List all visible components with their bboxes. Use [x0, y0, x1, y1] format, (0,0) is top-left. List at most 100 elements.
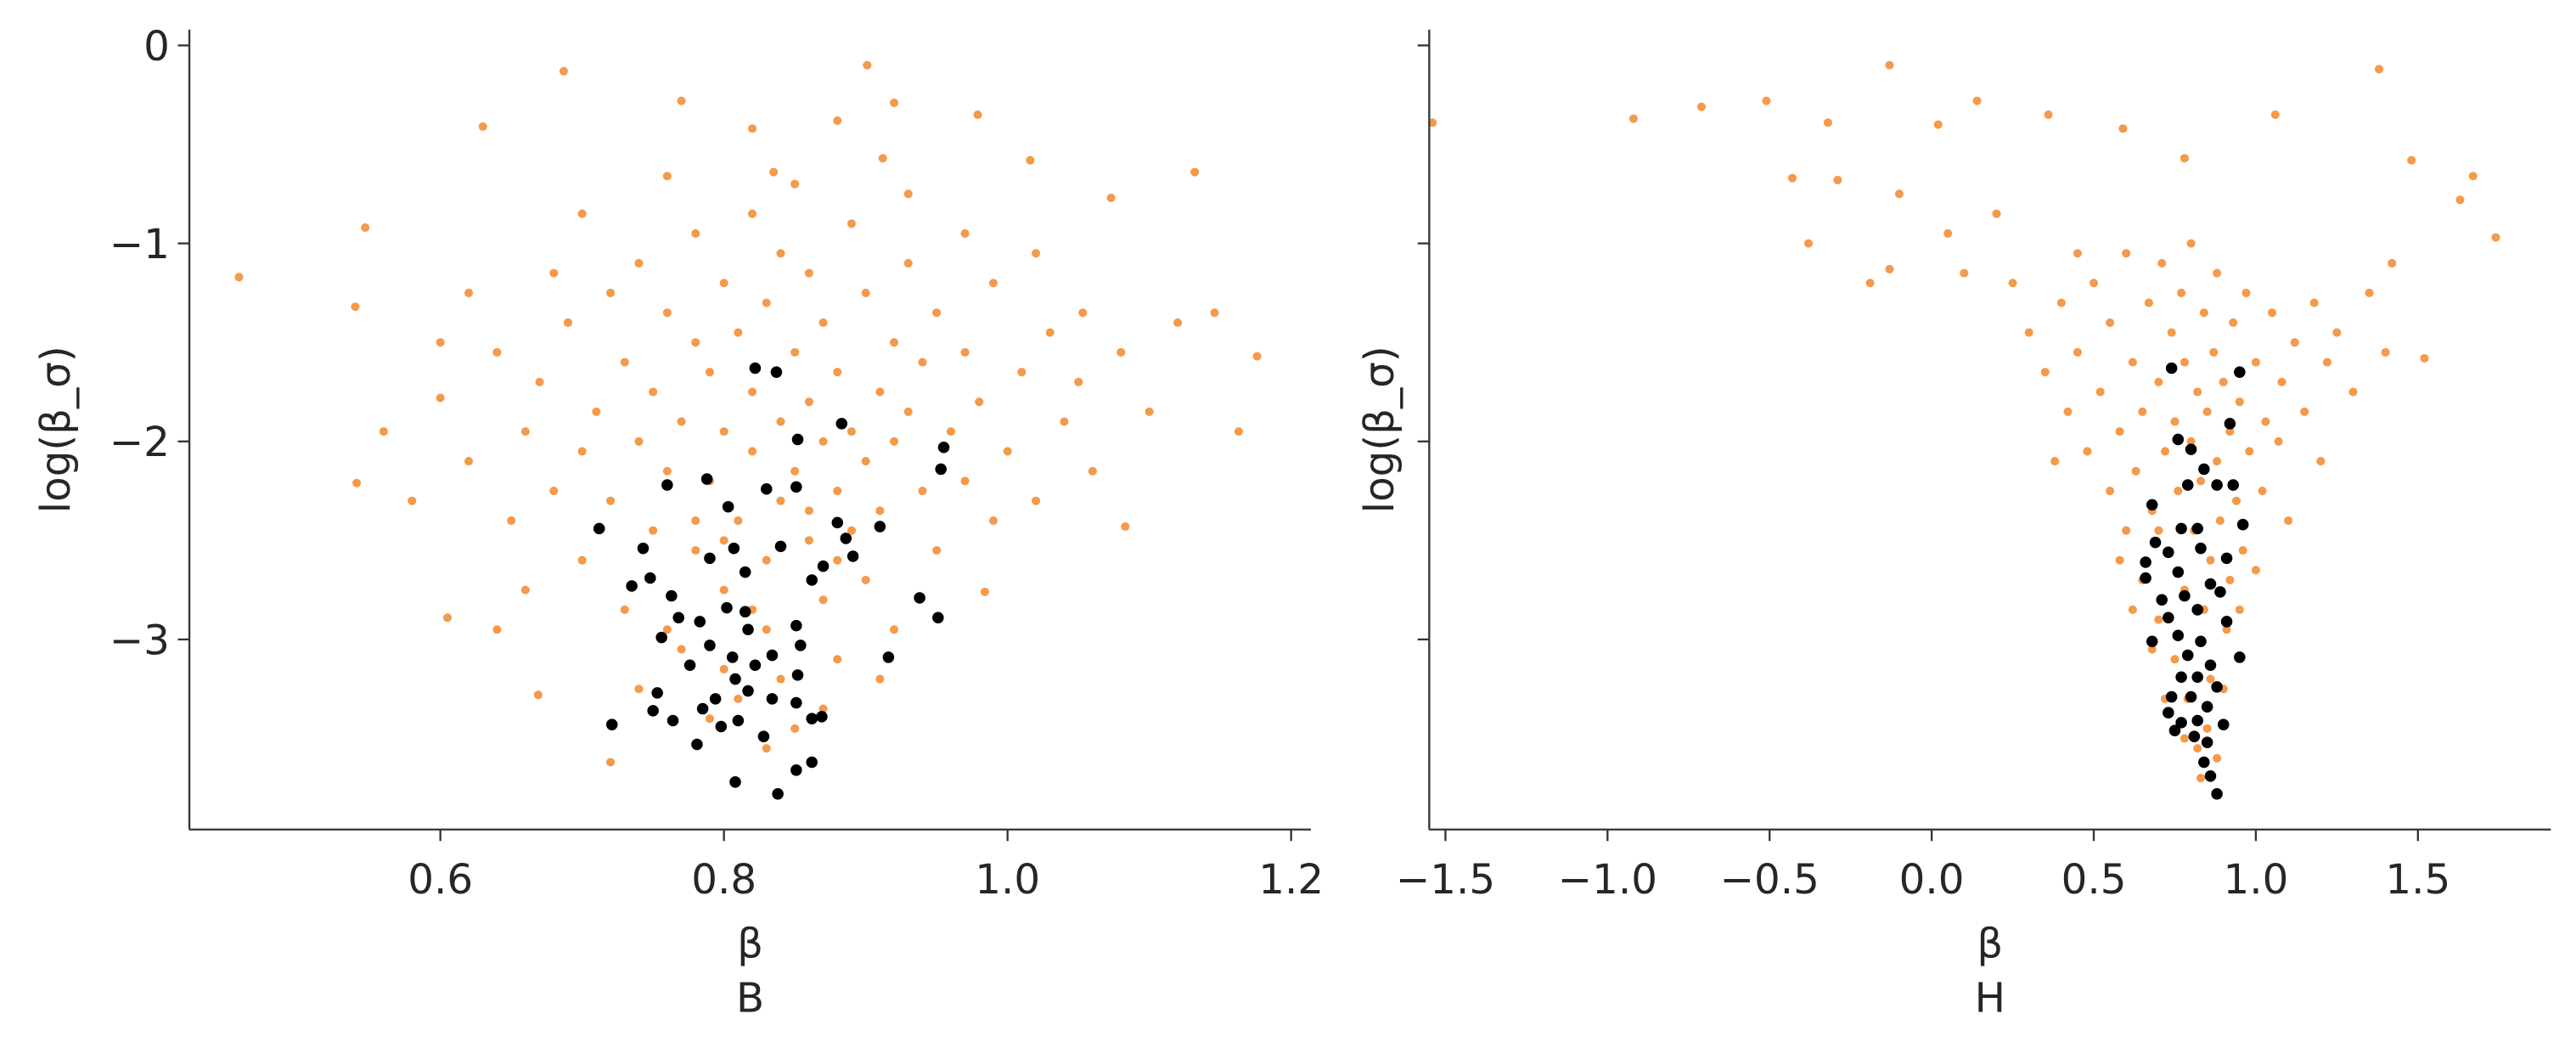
sample-point	[776, 417, 785, 426]
sample-point	[361, 223, 370, 232]
sample-point	[1885, 264, 1894, 273]
divergence-point	[2201, 701, 2213, 713]
divergence-point	[806, 756, 818, 769]
divergence-point	[2198, 463, 2210, 476]
sample-point	[818, 318, 828, 327]
sample-point	[634, 685, 644, 694]
divergence-point	[2195, 542, 2207, 555]
sample-point	[875, 506, 885, 516]
sample-point	[2073, 347, 2082, 357]
sample-point	[634, 258, 644, 268]
divergence-point	[2234, 651, 2246, 663]
divergence-point	[791, 433, 804, 446]
sample-point	[1933, 120, 1943, 129]
sample-point	[464, 457, 474, 466]
sample-point	[1173, 318, 1183, 327]
sample-point	[1885, 60, 1894, 70]
divergence-point	[2149, 536, 2162, 549]
divergence-point	[914, 592, 925, 604]
sample-point	[2170, 417, 2179, 426]
sample-point	[1428, 118, 1437, 127]
divergence-point	[2220, 616, 2233, 628]
sample-point	[2332, 328, 2342, 337]
sample-point	[960, 347, 970, 357]
divergence-point	[816, 711, 828, 723]
sample-point	[559, 66, 568, 76]
divergence-point	[2220, 552, 2233, 565]
sample-point	[2186, 437, 2196, 446]
sample-point	[691, 516, 700, 526]
sample-point	[1787, 173, 1797, 183]
divergence-point	[2188, 730, 2201, 742]
sample-point	[2177, 288, 2186, 297]
sample-point	[2056, 298, 2066, 307]
sample-point	[748, 447, 757, 456]
divergence-point	[2163, 611, 2174, 624]
divergence-point	[806, 713, 818, 724]
divergence-point	[2234, 366, 2246, 378]
divergence-point	[742, 685, 754, 697]
sample-point	[833, 116, 842, 126]
sample-point	[903, 189, 913, 199]
divergence-point	[937, 441, 950, 454]
sample-point	[932, 545, 942, 555]
sample-point	[2222, 625, 2231, 634]
sample-point	[818, 704, 828, 713]
sample-point	[2193, 387, 2202, 397]
x-tick-label: 1.0	[2223, 856, 2288, 904]
sample-point	[719, 279, 728, 288]
sample-point	[2455, 195, 2465, 205]
sample-point	[2144, 298, 2153, 307]
divergence-point	[2175, 717, 2187, 729]
divergence-point	[2146, 635, 2158, 648]
divergence-point	[709, 693, 722, 705]
divergence-point	[2191, 522, 2203, 535]
sample-point	[442, 613, 453, 623]
sample-point	[2270, 110, 2280, 120]
sample-point	[790, 466, 800, 476]
sample-point	[2284, 516, 2293, 526]
sample-point	[1145, 407, 1154, 416]
sample-point	[903, 407, 913, 416]
divergence-point	[683, 659, 696, 672]
sample-point	[790, 179, 800, 189]
divergence-point	[729, 673, 741, 685]
sample-point	[2235, 605, 2244, 614]
divergence-point	[766, 693, 779, 705]
x-tick-label: 0.6	[408, 856, 473, 904]
sample-point	[2206, 674, 2215, 684]
sample-point	[2374, 65, 2384, 74]
divergence-point	[2211, 479, 2223, 491]
sample-point	[577, 447, 587, 456]
sample-point	[2174, 487, 2183, 496]
sample-point	[2122, 526, 2131, 535]
sample-point	[1762, 96, 1771, 105]
divergence-point	[694, 616, 706, 628]
divergence-point	[795, 640, 807, 651]
sample-point	[2225, 427, 2235, 437]
divergence-point	[2140, 572, 2151, 584]
sample-point	[1106, 193, 1116, 203]
sample-point	[2154, 615, 2163, 624]
sample-point	[2202, 724, 2212, 733]
sample-point	[1960, 268, 1969, 278]
sample-point	[1032, 249, 1041, 258]
sample-point	[2095, 387, 2105, 397]
divergence-point	[817, 560, 830, 572]
sample-point	[2213, 753, 2222, 763]
divergence-point	[2146, 499, 2158, 511]
sample-point	[1121, 522, 1130, 532]
divergence-point	[605, 718, 618, 730]
sample-point	[1234, 427, 1243, 437]
sample-point	[2225, 575, 2235, 585]
sample-point	[734, 328, 743, 337]
sample-point	[2235, 397, 2244, 407]
divergence-point	[831, 516, 844, 529]
sample-point	[1078, 308, 1088, 318]
sample-point	[2229, 318, 2238, 327]
sample-point	[2420, 353, 2429, 363]
divergence-point	[666, 589, 678, 602]
y-axis-label: log(β_σ)	[32, 346, 80, 513]
